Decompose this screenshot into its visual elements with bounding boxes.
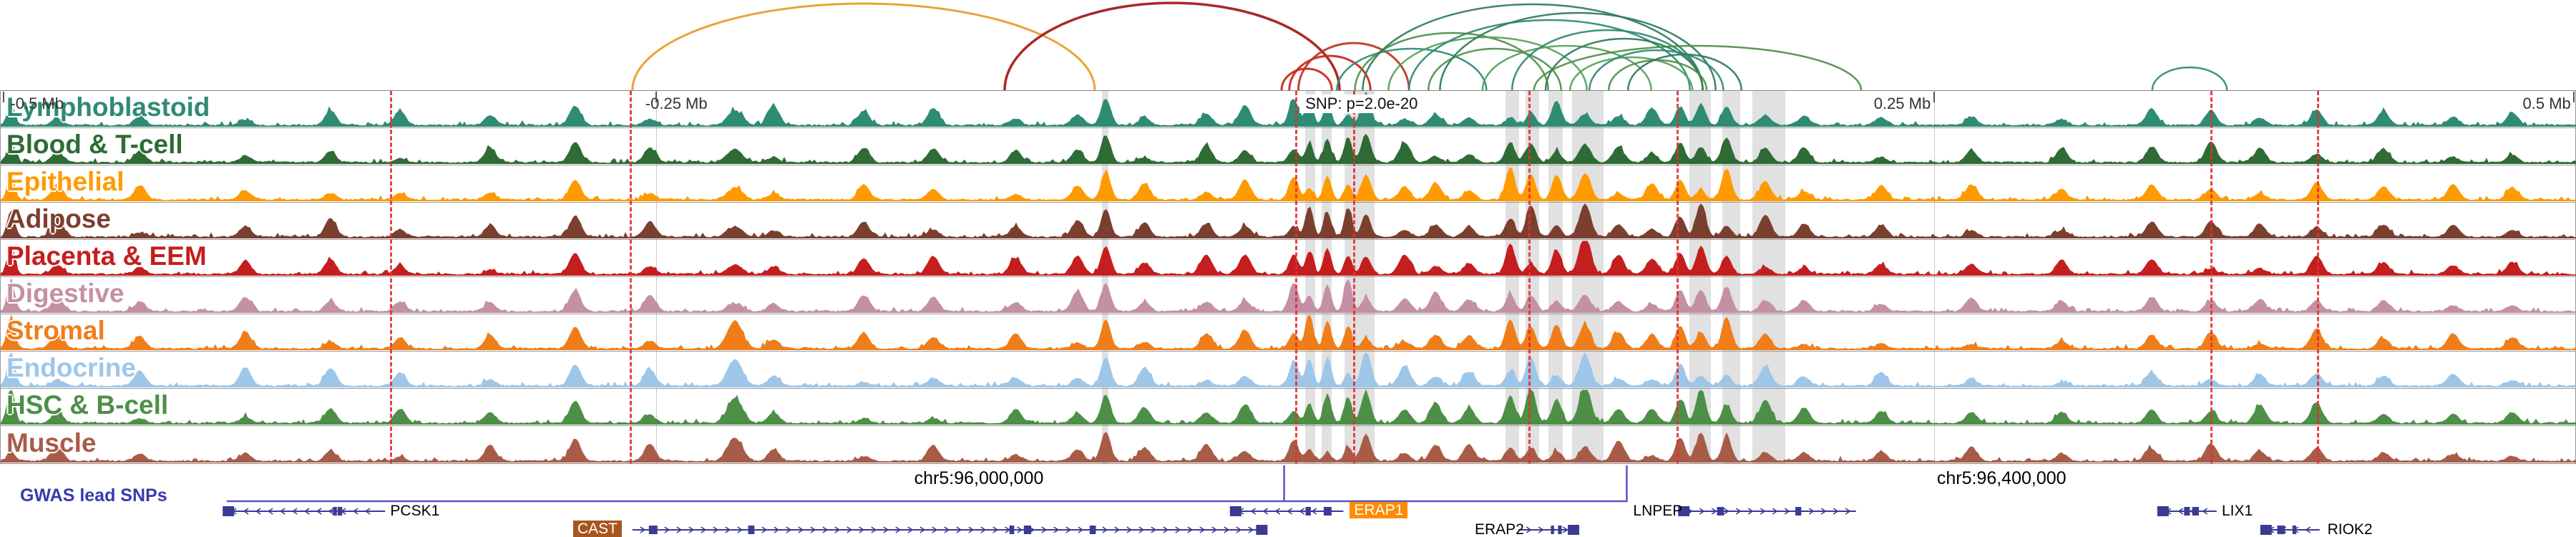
interaction-arc[interactable] (1407, 19, 1691, 90)
coordinate-label-96400000: chr5:96,400,000 (1936, 468, 2067, 488)
interaction-arc[interactable] (1544, 37, 1704, 90)
track-row-digestive[interactable]: Digestive (1, 277, 2576, 314)
interaction-arc[interactable] (2151, 66, 2228, 90)
gene-label-lix1[interactable]: LIX1 (2222, 503, 2253, 519)
track-row-placenta-eem[interactable]: Placenta & EEM (1, 240, 2576, 277)
interaction-arc[interactable] (1588, 49, 1724, 90)
grid-line (1933, 91, 1935, 463)
track-row-lymphoblastoid[interactable]: Lymphoblastoid (1, 91, 2576, 128)
signal-area (1, 277, 2576, 313)
interaction-arc[interactable] (1481, 44, 1652, 90)
gene-structure-erap1[interactable] (1229, 506, 1344, 516)
track-label: Endocrine (6, 353, 136, 383)
gene-structure-erap2[interactable] (1518, 525, 1579, 535)
gene-structure-riok2[interactable] (2260, 525, 2320, 535)
interaction-arc[interactable] (1288, 54, 1372, 90)
track-row-adipose[interactable]: Adipose (1, 203, 2576, 240)
track-label: Adipose (6, 204, 111, 234)
signal-plot (1, 241, 2576, 276)
interaction-arc[interactable] (1297, 42, 1410, 90)
interaction-arc[interactable] (1626, 53, 1742, 90)
interaction-arc[interactable] (1568, 56, 1694, 90)
signal-plot (1, 352, 2576, 387)
signal-area (1, 389, 2576, 425)
interaction-arc[interactable] (1336, 47, 1488, 90)
gene-track: chr5:96,000,000 chr5:96,400,000 GWAS lea… (0, 464, 2576, 537)
coordinate-label-96000000: chr5:96,000,000 (914, 468, 1044, 488)
track-row-endocrine[interactable]: Endocrine (1, 352, 2576, 389)
track-label: Lymphoblastoid (6, 92, 210, 122)
signal-area (1, 203, 2576, 238)
track-label: Epithelial (6, 167, 125, 197)
signal-area (1, 241, 2576, 276)
signal-area (1, 432, 2576, 463)
gene-structure-lix1[interactable] (2157, 506, 2217, 516)
track-label: Digestive (6, 279, 125, 309)
grid-line (656, 91, 658, 463)
track-label: Placenta & EEM (6, 241, 207, 271)
interaction-arc[interactable] (1003, 1, 1341, 90)
interaction-arc[interactable] (1362, 3, 1704, 90)
gene-label-riok2[interactable]: RIOK2 (2327, 521, 2373, 537)
gene-label-erap1[interactable]: ERAP1 (1350, 502, 1408, 518)
gene-structure-pcsk1[interactable] (223, 506, 386, 516)
gene-structure-lnpep[interactable] (1678, 506, 1856, 516)
gene-label-cast[interactable]: CAST (573, 521, 623, 537)
signal-area (1, 133, 2576, 164)
gwas-lead-snps-label: GWAS lead SNPs (20, 485, 167, 505)
track-label: HSC & B-cell (6, 390, 169, 420)
track-row-muscle[interactable]: Muscle (1, 426, 2576, 463)
signal-area (1, 314, 2576, 350)
signal-plot (1, 277, 2576, 313)
interaction-arc[interactable] (1511, 29, 1704, 90)
interaction-arc[interactable] (1427, 47, 1562, 90)
gene-structure-cast[interactable] (632, 525, 1268, 535)
highlight-band (1101, 91, 1108, 463)
interaction-arc-layer (631, 1, 2228, 90)
track-row-stromal[interactable]: Stromal (1, 314, 2576, 352)
signal-plot (1, 389, 2576, 425)
gene-label-pcsk1[interactable]: PCSK1 (390, 503, 440, 519)
signal-plot (1, 167, 2576, 201)
track-row-blood-t-cell[interactable]: Blood & T-cell (1, 128, 2576, 165)
signal-area (1, 91, 2576, 127)
track-label: Muscle (6, 427, 97, 458)
signal-area (1, 167, 2576, 201)
signal-plot (1, 314, 2576, 350)
signal-area (1, 352, 2576, 387)
track-rows: Lymphoblastoid Blood & T-cell Epithelial… (1, 91, 2576, 463)
signal-track-panel: Lymphoblastoid Blood & T-cell Epithelial… (0, 90, 2576, 464)
gene-label-lnpep[interactable]: LNPEP (1633, 503, 1683, 519)
gene-label-erap2[interactable]: ERAP2 (1475, 521, 1524, 537)
signal-plot (1, 133, 2576, 164)
interaction-arc[interactable] (1387, 36, 1588, 90)
track-label: Blood & T-cell (6, 130, 183, 160)
interaction-arc[interactable] (1280, 67, 1333, 90)
signal-plot (1, 91, 2576, 127)
gwas-lead-snp-connector (226, 465, 1628, 503)
interaction-arc[interactable] (631, 2, 1096, 90)
gene-structure-layer (223, 465, 2320, 535)
track-row-hsc-b-cell[interactable]: HSC & B-cell (1, 389, 2576, 426)
track-row-epithelial[interactable]: Epithelial (1, 165, 2576, 203)
interaction-arc[interactable] (1439, 11, 1717, 90)
signal-plot (1, 432, 2576, 463)
interaction-arc[interactable] (1354, 32, 1549, 90)
interaction-arc[interactable] (1607, 59, 1708, 90)
signal-plot (1, 203, 2576, 238)
track-label: Stromal (6, 316, 105, 346)
